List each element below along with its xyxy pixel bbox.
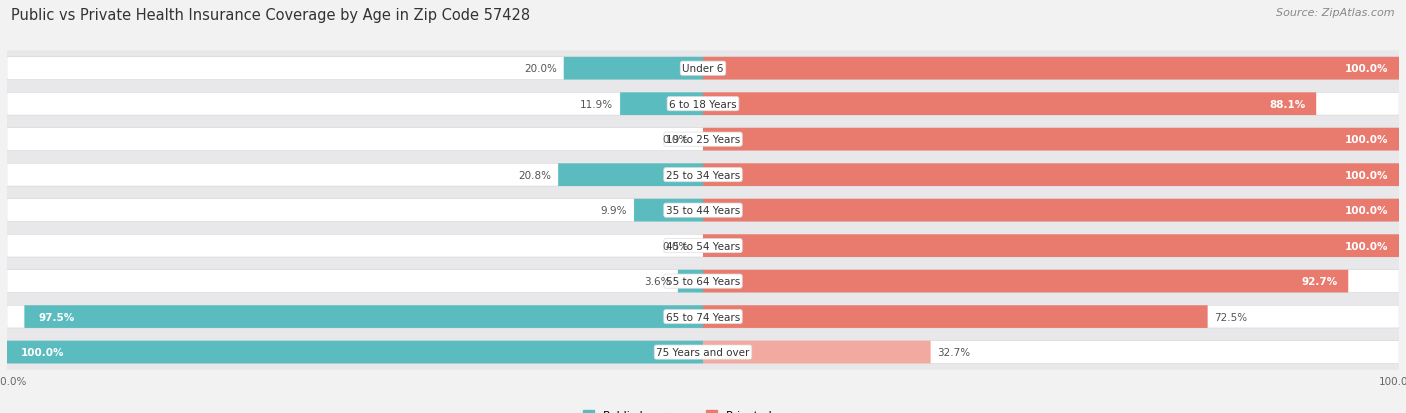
Text: 97.5%: 97.5%	[38, 312, 75, 322]
Text: 100.0%: 100.0%	[21, 347, 65, 357]
FancyBboxPatch shape	[703, 306, 1208, 328]
FancyBboxPatch shape	[7, 235, 1399, 257]
Text: 55 to 64 Years: 55 to 64 Years	[666, 276, 740, 287]
FancyBboxPatch shape	[7, 87, 1399, 122]
FancyBboxPatch shape	[703, 199, 1399, 222]
FancyBboxPatch shape	[7, 341, 703, 363]
Text: 19 to 25 Years: 19 to 25 Years	[666, 135, 740, 145]
FancyBboxPatch shape	[703, 128, 1399, 151]
FancyBboxPatch shape	[678, 270, 703, 293]
Text: 32.7%: 32.7%	[938, 347, 970, 357]
FancyBboxPatch shape	[558, 164, 703, 187]
FancyBboxPatch shape	[7, 93, 1399, 116]
FancyBboxPatch shape	[703, 341, 931, 363]
Text: 65 to 74 Years: 65 to 74 Years	[666, 312, 740, 322]
FancyBboxPatch shape	[703, 164, 1399, 187]
Text: 92.7%: 92.7%	[1302, 276, 1337, 287]
Text: 25 to 34 Years: 25 to 34 Years	[666, 170, 740, 180]
FancyBboxPatch shape	[703, 235, 1399, 257]
FancyBboxPatch shape	[7, 51, 1399, 87]
FancyBboxPatch shape	[7, 58, 1399, 81]
Text: 6 to 18 Years: 6 to 18 Years	[669, 100, 737, 109]
FancyBboxPatch shape	[7, 193, 1399, 228]
FancyBboxPatch shape	[620, 93, 703, 116]
FancyBboxPatch shape	[703, 270, 1348, 293]
Text: 20.8%: 20.8%	[519, 170, 551, 180]
Text: Under 6: Under 6	[682, 64, 724, 74]
FancyBboxPatch shape	[7, 122, 1399, 157]
Text: 100.0%: 100.0%	[1346, 170, 1389, 180]
FancyBboxPatch shape	[7, 164, 1399, 187]
Text: 0.0%: 0.0%	[662, 135, 689, 145]
Text: 9.9%: 9.9%	[600, 206, 627, 216]
FancyBboxPatch shape	[564, 58, 703, 81]
Text: 0.0%: 0.0%	[662, 241, 689, 251]
Text: Source: ZipAtlas.com: Source: ZipAtlas.com	[1277, 8, 1395, 18]
FancyBboxPatch shape	[7, 228, 1399, 264]
Text: 45 to 54 Years: 45 to 54 Years	[666, 241, 740, 251]
FancyBboxPatch shape	[7, 341, 1399, 363]
FancyBboxPatch shape	[7, 264, 1399, 299]
Text: 11.9%: 11.9%	[581, 100, 613, 109]
FancyBboxPatch shape	[24, 306, 703, 328]
Text: Public vs Private Health Insurance Coverage by Age in Zip Code 57428: Public vs Private Health Insurance Cover…	[11, 8, 530, 23]
Legend: Public Insurance, Private Insurance: Public Insurance, Private Insurance	[579, 405, 827, 413]
Text: 100.0%: 100.0%	[1346, 135, 1389, 145]
FancyBboxPatch shape	[7, 335, 1399, 370]
FancyBboxPatch shape	[7, 306, 1399, 328]
Text: 100.0%: 100.0%	[1346, 206, 1389, 216]
Text: 75 Years and over: 75 Years and over	[657, 347, 749, 357]
FancyBboxPatch shape	[7, 299, 1399, 335]
Text: 88.1%: 88.1%	[1270, 100, 1306, 109]
Text: 20.0%: 20.0%	[524, 64, 557, 74]
Text: 35 to 44 Years: 35 to 44 Years	[666, 206, 740, 216]
Text: 72.5%: 72.5%	[1215, 312, 1247, 322]
FancyBboxPatch shape	[703, 93, 1316, 116]
Text: 100.0%: 100.0%	[1346, 241, 1389, 251]
FancyBboxPatch shape	[703, 58, 1399, 81]
Text: 3.6%: 3.6%	[644, 276, 671, 287]
Text: 100.0%: 100.0%	[1346, 64, 1389, 74]
FancyBboxPatch shape	[7, 128, 1399, 151]
FancyBboxPatch shape	[634, 199, 703, 222]
FancyBboxPatch shape	[7, 270, 1399, 293]
FancyBboxPatch shape	[7, 157, 1399, 193]
FancyBboxPatch shape	[7, 199, 1399, 222]
